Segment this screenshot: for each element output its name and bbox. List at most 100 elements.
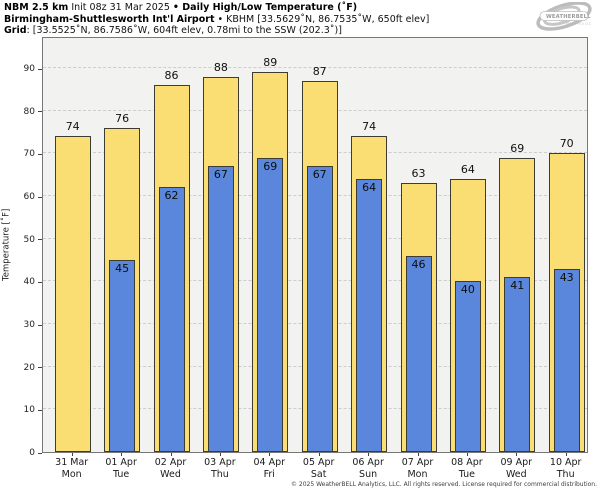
plot-area: 74 76 45 86 62 88 67 89 69 87 67 74 64 63 46 64 40 69 41 70… <box>42 37 588 453</box>
x-tick-mark <box>318 453 320 456</box>
low-temp-bar <box>454 281 481 452</box>
high-temp-value: 74 <box>362 120 377 134</box>
low-temp-bar <box>158 187 185 452</box>
low-temp-bar <box>405 255 432 452</box>
x-tick-label: 05 Apr Sat <box>288 457 350 480</box>
low-temp-bar <box>553 268 580 452</box>
logo-brand-text: WEATHERBELL <box>546 14 591 20</box>
low-temp-value: 41 <box>510 279 525 293</box>
x-tick-label: 01 Apr Tue <box>90 457 152 480</box>
y-tick-label: 60 <box>23 192 35 202</box>
x-tick-label: 02 Apr Wed <box>140 457 202 480</box>
x-tick-mark <box>417 453 419 456</box>
y-tick-mark <box>38 239 42 241</box>
x-tick-label: 07 Apr Mon <box>387 457 449 480</box>
x-tick-label: 04 Apr Fri <box>238 457 300 480</box>
x-tick-date: 04 Apr <box>253 457 286 468</box>
x-tick-date: 06 Apr <box>352 457 384 468</box>
y-tick-mark <box>38 452 42 454</box>
x-tick-date: 02 Apr <box>154 457 187 468</box>
station-info: KBHM [33.5629˚N, 86.7535˚W, 650ft elev] <box>226 13 430 25</box>
high-temp-value: 63 <box>411 167 426 181</box>
high-temp-bar <box>54 136 91 452</box>
header-line-3: Grid: [33.5525˚N, 86.7586˚W, 604ft elev,… <box>4 25 429 37</box>
low-temp-bar <box>109 260 136 452</box>
y-tick-mark <box>38 409 42 411</box>
x-tick-day: Sun <box>359 468 378 480</box>
low-temp-bar <box>207 166 234 452</box>
y-tick-mark <box>38 324 42 326</box>
y-tick-label: 70 <box>23 149 35 160</box>
chart-header: NBM 2.5 km Init 08z 31 Mar 2025 • Daily … <box>4 2 429 37</box>
high-temp-value: 86 <box>164 69 179 83</box>
x-tick-label: 09 Apr Wed <box>485 457 547 480</box>
high-temp-value: 87 <box>312 64 327 78</box>
low-temp-bar <box>257 157 284 452</box>
grid-label: Grid <box>4 25 27 36</box>
y-tick-mark <box>38 111 42 113</box>
x-tick-date: 31 Mar <box>55 457 89 468</box>
separator-bullet: • <box>172 2 179 13</box>
low-temp-value: 45 <box>115 262 130 275</box>
x-tick-day: Mon <box>407 468 428 480</box>
x-tick-label: 08 Apr Tue <box>436 457 498 480</box>
high-temp-value: 69 <box>510 141 525 155</box>
x-tick-day: Thu <box>556 468 575 480</box>
high-temp-value: 76 <box>115 111 130 125</box>
x-tick-label: 06 Apr Sun <box>337 457 399 480</box>
station-name: Birmingham-Shuttlesworth Int'l Airport <box>4 13 215 25</box>
x-tick-mark <box>71 453 73 456</box>
x-tick-day: Mon <box>61 468 82 480</box>
x-tick-day: Sat <box>310 468 327 480</box>
y-axis-label: Temperature [˚F] <box>1 208 12 282</box>
x-tick-mark <box>219 453 221 456</box>
y-tick-label: 50 <box>23 234 35 245</box>
x-tick-label: 03 Apr Thu <box>189 457 251 480</box>
x-tick-date: 01 Apr <box>105 457 137 468</box>
x-tick-day: Tue <box>458 468 475 480</box>
y-tick-label: 20 <box>23 362 35 373</box>
y-tick-label: 30 <box>23 320 35 330</box>
x-tick-day: Fri <box>263 468 275 480</box>
copyright-text: © 2025 WeatherBELL Analytics, LLC. All r… <box>291 481 597 488</box>
x-tick-mark <box>466 453 468 456</box>
y-tick-mark <box>38 196 42 198</box>
grid-line <box>43 67 587 68</box>
x-tick-mark <box>269 453 271 456</box>
x-tick-label: 10 Apr Thu <box>535 457 597 480</box>
y-tick-label: 0 <box>29 448 35 458</box>
x-tick-day: Wed <box>160 468 181 480</box>
y-tick-mark <box>38 367 42 369</box>
x-tick-mark <box>121 453 123 456</box>
low-temp-value: 67 <box>312 168 327 182</box>
low-temp-value: 62 <box>164 189 179 203</box>
low-temp-value: 43 <box>559 270 574 284</box>
weatherbell-logo-icon: WEATHERBELL ANALYTICS LLC <box>536 2 592 31</box>
x-tick-mark <box>368 453 370 456</box>
x-tick-date: 07 Apr <box>401 457 434 468</box>
low-temp-value: 64 <box>362 180 377 194</box>
x-tick-date: 03 Apr <box>204 457 236 468</box>
x-tick-label: 31 Mar Mon <box>41 457 103 480</box>
high-temp-value: 74 <box>65 120 80 134</box>
init-time: Init 08z 31 Mar 2025 <box>68 2 173 13</box>
x-tick-day: Thu <box>210 468 229 480</box>
low-temp-value: 40 <box>460 283 475 297</box>
high-temp-value: 88 <box>213 60 228 74</box>
y-tick-label: 40 <box>23 277 35 288</box>
y-tick-label: 10 <box>23 405 35 416</box>
y-tick-mark <box>38 153 42 155</box>
y-tick-label: 90 <box>23 64 35 74</box>
x-tick-date: 09 Apr <box>500 457 533 468</box>
high-temp-value: 89 <box>263 56 278 70</box>
high-temp-value: 64 <box>460 162 475 176</box>
x-tick-mark <box>565 453 567 456</box>
low-temp-value: 67 <box>213 168 228 182</box>
product-title: Daily High/Low Temperature (˚F) <box>178 2 358 13</box>
header-line-1: NBM 2.5 km Init 08z 31 Mar 2025 • Daily … <box>4 2 429 14</box>
x-tick-day: Wed <box>505 468 527 480</box>
grid-info: : [33.5525˚N, 86.7586˚W, 604ft elev, 0.7… <box>26 25 342 36</box>
low-temp-value: 69 <box>263 159 278 173</box>
low-temp-value: 46 <box>411 257 426 271</box>
